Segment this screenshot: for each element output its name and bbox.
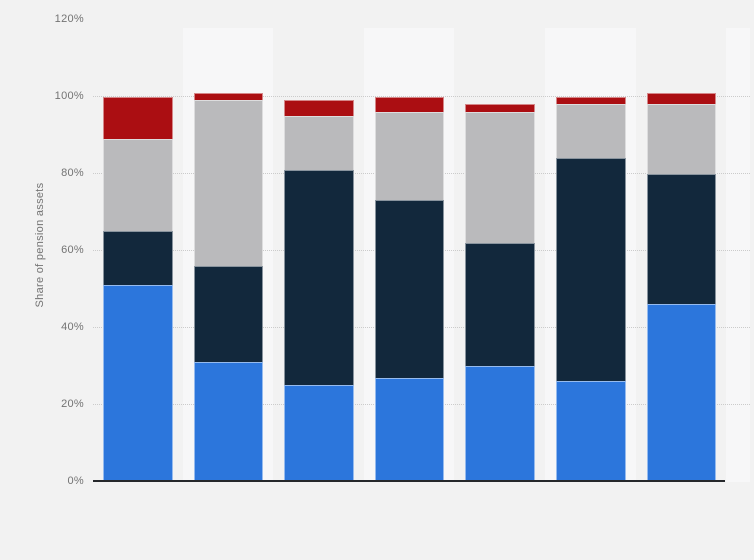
bar-segment-navy: [556, 158, 626, 382]
bar-3: [284, 100, 354, 482]
bar-segment-blue: [556, 381, 626, 482]
bar-segment-navy: [374, 200, 445, 378]
x-axis-line: [93, 480, 725, 483]
bar-segment-gray: [374, 111, 445, 201]
bar-2: [193, 92, 264, 482]
bar-segment-gray: [556, 104, 626, 159]
bar-segment-red: [193, 92, 264, 101]
y-tick-label-60pct: 60%: [61, 244, 84, 256]
bar-4: [374, 96, 445, 482]
y-tick-label-0pct: 0%: [67, 475, 84, 487]
bar-5: [465, 104, 535, 482]
bar-6: [556, 96, 626, 482]
y-tick-label-40pct: 40%: [61, 321, 84, 333]
bar-segment-red: [284, 100, 354, 116]
bar-segment-red: [374, 96, 445, 112]
bar-segment-navy: [465, 242, 535, 366]
bar-segment-blue: [284, 385, 354, 482]
bar-segment-blue: [193, 362, 264, 482]
bar-segment-navy: [103, 231, 173, 286]
bar-segment-gray: [103, 138, 173, 232]
y-tick-label-100pct: 100%: [54, 90, 84, 102]
bar-segment-gray: [284, 115, 354, 170]
bar-segment-navy: [646, 173, 717, 305]
bar-segment-red: [103, 96, 173, 139]
bar-segment-gray: [465, 111, 535, 243]
bar-segment-blue: [646, 304, 717, 482]
bar-segment-blue: [374, 377, 445, 482]
grid-line-120pct: [93, 19, 750, 20]
y-tick-label-20pct: 20%: [61, 398, 84, 410]
plot-band-light: [726, 28, 750, 482]
bar-segment-gray: [646, 104, 717, 174]
bar-segment-red: [556, 96, 626, 105]
plot-area: [93, 19, 750, 482]
bar-segment-blue: [465, 366, 535, 482]
y-tick-label-120pct: 120%: [54, 13, 84, 25]
bar-7: [646, 92, 717, 482]
bar-1: [103, 96, 173, 482]
bar-segment-red: [646, 92, 717, 105]
bar-segment-navy: [193, 265, 264, 363]
grid-line-100pct: [93, 96, 750, 97]
bar-segment-red: [465, 104, 535, 112]
y-tick-label-80pct: 80%: [61, 167, 84, 179]
bar-segment-gray: [193, 100, 264, 266]
bar-segment-navy: [284, 169, 354, 386]
bar-segment-blue: [103, 285, 173, 482]
